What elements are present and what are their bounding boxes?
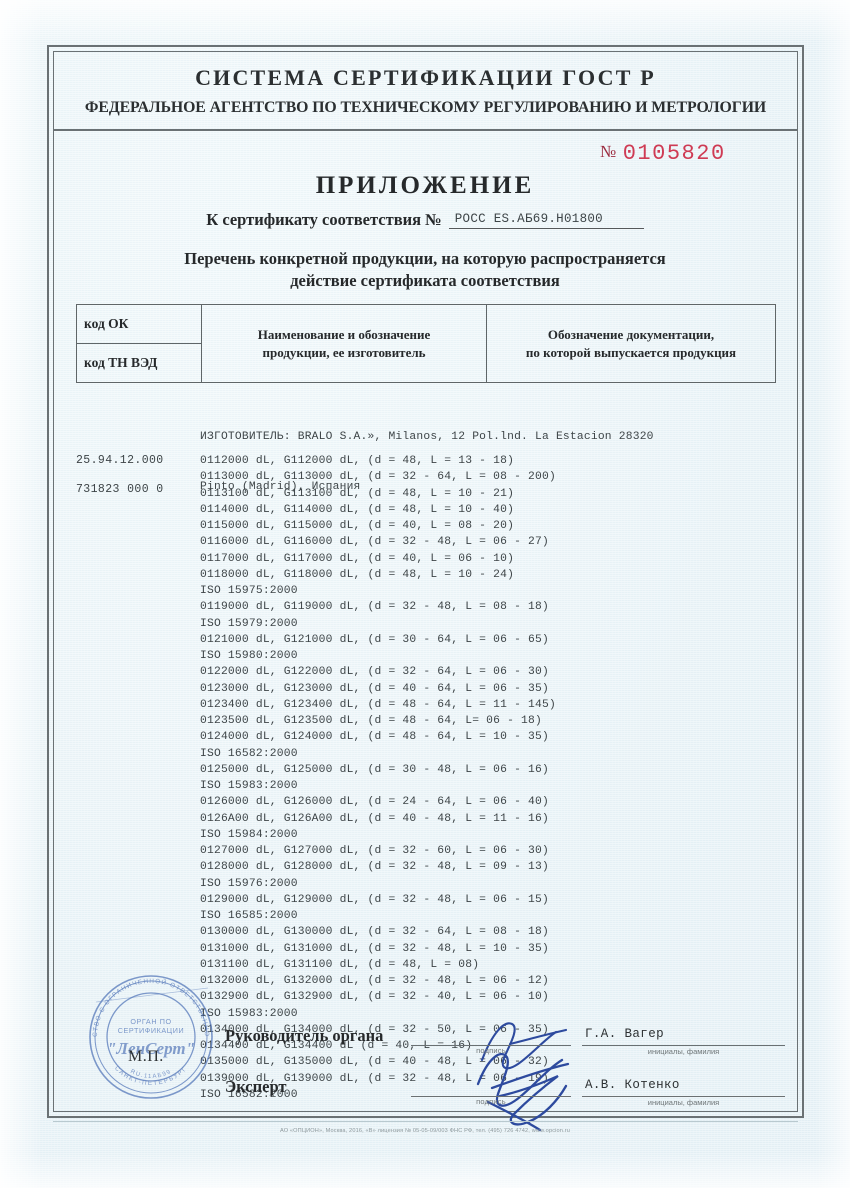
product-item-line: ISO 16582:2000 <box>200 747 298 760</box>
product-item-line: 0123000 dL, G123000 dL, (d = 40 - 64, L … <box>200 682 549 695</box>
product-item-line: 0119000 dL, G119000 dL, (d = 32 - 48, L … <box>200 601 549 614</box>
signature-row-expert: Эксперт подпись А.В. Котенко инициалы, ф… <box>225 1077 785 1111</box>
product-item-line: 0130000 dL, G130000 dL, (d = 32 - 64, L … <box>200 926 549 939</box>
product-item-line: ISO 15975:2000 <box>200 585 298 597</box>
signatory-name-head: Г.А. Вагер <box>585 1027 665 1041</box>
number-sign: № <box>600 142 617 161</box>
header-product-line-1: Наименование и обозначение <box>257 326 431 342</box>
product-item-line: 0117000 dL, G117000 dL, (d = 40, L = 06 … <box>200 552 515 565</box>
signature-row-head: Руководитель органа подпись Г.А. Вагер и… <box>225 1026 785 1060</box>
product-item-line: 0112000 dL, G112000 dL, (d = 48, L = 13 … <box>200 455 515 467</box>
header-doc-line-1: Обозначение документации, <box>547 326 715 342</box>
header-code-tnved: код ТН ВЭД <box>84 355 158 370</box>
name-underline-head <box>582 1045 785 1046</box>
product-item-line: ISO 16585:2000 <box>200 910 298 922</box>
product-item-line: 0132900 dL, G132900 dL, (d = 32 - 40, L … <box>200 991 549 1004</box>
product-item-line: 0114000 dL, G114000 dL, (d = 48, L = 10 … <box>200 503 515 516</box>
product-item-line: 0122000 dL, G122000 dL, (d = 32 - 64, L … <box>200 666 549 679</box>
certificate-reference-label: К сертификату соответствия № <box>206 210 442 229</box>
product-item-line: ISO 15984:2000 <box>200 828 298 841</box>
product-item-line: 0131000 dL, G131000 dL, (d = 32 - 48, L … <box>200 942 549 955</box>
product-item-line: 0123400 dL, G123400 dL, (d = 48 - 64, L … <box>200 698 556 711</box>
subtitle-line-2: действие сертификата соответствия <box>290 271 560 290</box>
product-item-line: 0115000 dL, G115000 dL, (d = 40, L = 08 … <box>200 520 515 532</box>
product-item-line: 0128000 dL, G128000 dL, (d = 32 - 48, L … <box>200 861 549 874</box>
product-item-line: 0116000 dL, G116000 dL, (d = 32 - 48, L … <box>200 536 549 549</box>
blank-number: № 0105820 <box>600 141 726 166</box>
footer-divider <box>53 1121 798 1122</box>
mp-label: М.П. <box>128 1048 164 1065</box>
product-item-line: 0123500 dL, G123500 dL, (d = 48 - 64, L=… <box>200 715 542 727</box>
name-caption-head: инициалы, фамилия <box>647 1047 720 1056</box>
product-item-line: 0131100 dL, G131100 dL, (d = 48, L = 08) <box>200 958 480 971</box>
blank-number-value: 0105820 <box>622 141 726 166</box>
product-item-line: 0127000 dL, G127000 dL, (d = 32 - 60, L … <box>200 845 549 857</box>
signature-caption-expert: подпись <box>476 1097 506 1106</box>
certificate-reference: К сертификату соответствия № РОСС ES.АБ69… <box>0 210 850 232</box>
product-item-line: ISO 15980:2000 <box>200 650 298 662</box>
product-item-line: 0113100 dL, G113100 dL, (d = 48, L = 10 … <box>200 487 515 500</box>
product-item-line: 0125000 dL, G125000 dL, (d = 30 - 48, L … <box>200 763 549 776</box>
product-item-line: ISO 15976:2000 <box>200 877 298 890</box>
footer-imprint: АО «ОПЦИОН», Москва, 2016, «В» лицензия … <box>279 1128 571 1134</box>
product-item-line: 0118000 dL, G118000 dL, (d = 48, L = 10 … <box>200 568 515 581</box>
header-divider <box>54 129 797 131</box>
header-product-line-2: продукции, ее изготовитель <box>262 344 426 360</box>
header-code-ok: код ОК <box>77 305 201 344</box>
code-tnved-value: 731823 000 0 <box>76 483 164 497</box>
agency-title: ФЕДЕРАЛЬНОЕ АГЕНТСТВО ПО ТЕХНИЧЕСКОМУ РЕ… <box>84 99 767 116</box>
signature-role-head: Руководитель органа <box>225 1026 384 1045</box>
product-item-line: ISO 15983:2000 <box>200 780 298 792</box>
document-subtitle: Перечень конкретной продукции, на котору… <box>0 248 850 292</box>
name-underline-expert <box>582 1096 785 1097</box>
product-item-line: ISO 15983:2000 <box>200 1007 298 1020</box>
product-item-line: 0121000 dL, G121000 dL, (d = 30 - 64, L … <box>200 633 549 646</box>
product-item-line: 0132000 dL, G132000 dL, (d = 32 - 48, L … <box>200 975 549 987</box>
certificate-reference-value: РОСС ES.АБ69.Н01800 <box>448 212 644 229</box>
product-item-line: 0126000 dL, G126000 dL, (d = 24 - 64, L … <box>200 796 549 809</box>
product-item-list: 0112000 dL, G112000 dL, (d = 48, L = 13 … <box>200 453 556 1103</box>
signatory-name-expert: А.В. Котенко <box>585 1078 680 1092</box>
product-item-line: 0124000 dL, G124000 dL, (d = 48 - 64, L … <box>200 731 549 744</box>
table-column-product: Наименование и обозначение продукции, ее… <box>202 305 487 382</box>
product-item-line: 0113000 dL, G113000 dL, (d = 32 - 64, L … <box>200 471 556 484</box>
header: СИСТЕМА СЕРТИФИКАЦИИ ГОСТ Р ФЕДЕРАЛЬНОЕ … <box>54 52 797 117</box>
code-ok-value: 25.94.12.000 <box>76 454 164 467</box>
manufacturer-line-1: ИЗГОТОВИТЕЛЬ: BRALO S.A.», Milanos, 12 P… <box>200 431 654 443</box>
product-item-line: ISO 15979:2000 <box>200 617 298 630</box>
system-title: СИСТЕМА СЕРТИФИКАЦИИ ГОСТ Р <box>195 65 656 90</box>
header-doc-line-2: по которой выпускается продукция <box>525 344 737 360</box>
classification-codes: 25.94.12.000 731823 000 0 <box>76 453 164 498</box>
product-table-header: код ОК код ТН ВЭД Наименование и обознач… <box>76 304 776 383</box>
table-column-documentation: Обозначение документации, по которой вып… <box>487 305 775 382</box>
product-item-line: 0126А00 dL, G126А00 dL, (d = 40 - 48, L … <box>200 812 549 825</box>
subtitle-line-1: Перечень конкретной продукции, на котору… <box>184 249 666 268</box>
page-title: ПРИЛОЖЕНИЕ <box>315 172 535 199</box>
product-item-line: 0129000 dL, G129000 dL, (d = 32 - 48, L … <box>200 893 549 906</box>
name-caption-expert: инициалы, фамилия <box>647 1098 720 1107</box>
signature-role-expert: Эксперт <box>225 1077 287 1096</box>
table-column-codes: код ОК код ТН ВЭД <box>77 305 202 382</box>
signature-caption-head: подпись <box>476 1046 506 1055</box>
